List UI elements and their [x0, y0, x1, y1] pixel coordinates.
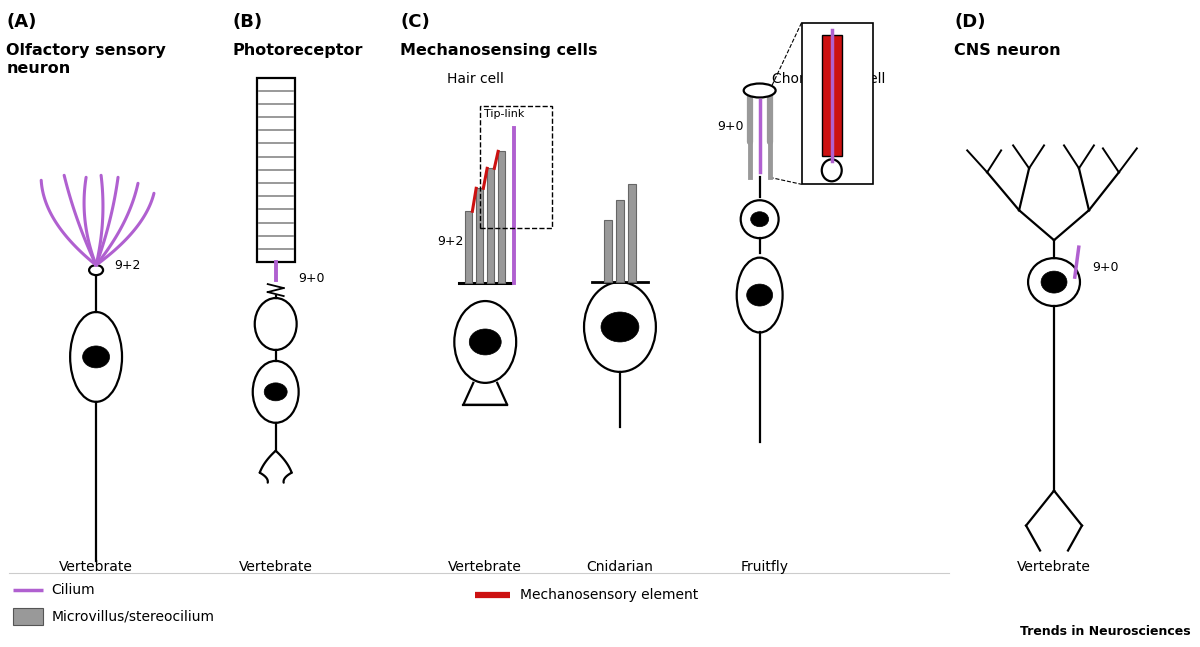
Ellipse shape: [601, 312, 638, 342]
Ellipse shape: [746, 284, 773, 306]
Bar: [476, 188, 484, 283]
Ellipse shape: [254, 298, 296, 350]
Text: Trends in Neurosciences: Trends in Neurosciences: [1020, 625, 1190, 639]
Text: Mechanosensing cells: Mechanosensing cells: [401, 43, 598, 58]
Bar: [802, 23, 874, 184]
Ellipse shape: [469, 329, 502, 355]
Text: 9+0: 9+0: [299, 272, 325, 285]
Ellipse shape: [740, 201, 779, 238]
Text: Chordotonal cell: Chordotonal cell: [772, 72, 886, 85]
Bar: [616, 201, 624, 282]
Ellipse shape: [89, 265, 103, 275]
Text: 9+2: 9+2: [114, 259, 140, 272]
Ellipse shape: [70, 312, 122, 402]
Bar: [604, 220, 612, 282]
Text: Olfactory sensory
neuron: Olfactory sensory neuron: [6, 43, 166, 76]
Text: (B): (B): [233, 13, 263, 30]
Text: Vertebrate: Vertebrate: [449, 560, 522, 575]
Text: 9+0: 9+0: [1092, 261, 1118, 274]
Ellipse shape: [1028, 258, 1080, 306]
Ellipse shape: [83, 346, 109, 368]
Text: 9+2: 9+2: [437, 235, 463, 248]
Ellipse shape: [737, 258, 782, 333]
Text: Cnidarian: Cnidarian: [587, 560, 653, 575]
Bar: [628, 184, 636, 282]
Bar: [822, 35, 841, 157]
Text: (D): (D): [954, 13, 985, 30]
Text: Tip-link: Tip-link: [485, 109, 524, 120]
Ellipse shape: [744, 83, 775, 98]
Text: (A): (A): [6, 13, 37, 30]
Ellipse shape: [253, 361, 299, 422]
Bar: [487, 168, 494, 283]
Ellipse shape: [264, 383, 287, 401]
Text: Microvillus/stereocilium: Microvillus/stereocilium: [52, 609, 214, 623]
Bar: [466, 211, 473, 283]
Text: Vertebrate: Vertebrate: [59, 560, 133, 575]
Text: Vertebrate: Vertebrate: [239, 560, 313, 575]
Text: Vertebrate: Vertebrate: [1018, 560, 1091, 575]
Text: CNS neuron: CNS neuron: [954, 43, 1061, 58]
Text: (C): (C): [401, 13, 430, 30]
Text: NompC: NompC: [848, 75, 859, 116]
Text: Mechanosensory element: Mechanosensory element: [520, 588, 698, 602]
Text: Hair cell: Hair cell: [446, 72, 504, 85]
Text: Cilium: Cilium: [52, 584, 95, 597]
Text: 9+0: 9+0: [718, 120, 744, 133]
Bar: [13, 608, 43, 626]
Bar: [480, 107, 552, 228]
Ellipse shape: [751, 212, 769, 226]
Ellipse shape: [455, 301, 516, 383]
Bar: [257, 78, 295, 262]
Ellipse shape: [584, 282, 656, 372]
Text: Photoreceptor: Photoreceptor: [233, 43, 364, 58]
Text: Fruitfly: Fruitfly: [740, 560, 788, 575]
Bar: [498, 151, 505, 283]
Ellipse shape: [1042, 271, 1067, 293]
